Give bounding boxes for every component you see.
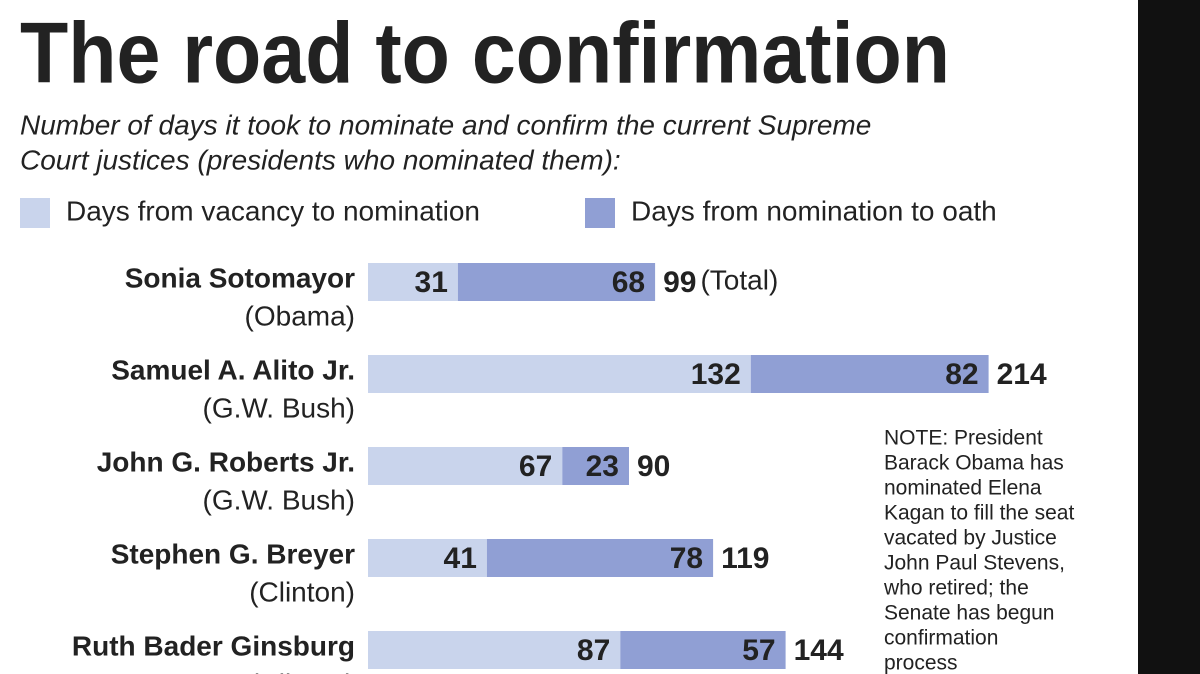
legend-label: Days from vacancy to nomination: [66, 195, 480, 226]
value-label: 87: [577, 634, 610, 667]
category-label: Stephen G. Breyer: [111, 538, 355, 569]
bar-segment: [368, 539, 487, 577]
bar-segment: [486, 539, 714, 577]
note-line: nominated Elena: [884, 477, 1042, 500]
subtitle: Number of days it took to nominate and c…: [20, 109, 871, 140]
note-line: Senate has begun: [884, 602, 1054, 625]
note-line: confirmation: [884, 627, 998, 650]
value-label: 57: [742, 634, 775, 667]
value-label: 67: [519, 450, 552, 483]
president-label: (Clinton): [249, 576, 355, 607]
note-line: vacated by Justice: [884, 527, 1057, 550]
note-line: NOTE: President: [884, 427, 1043, 450]
total-label: 214: [997, 358, 1047, 391]
bar-segment: [750, 355, 989, 393]
subtitle: Court justices (presidents who nominated…: [20, 144, 621, 175]
legend-label: Days from nomination to oath: [631, 195, 997, 226]
value-label: 23: [586, 450, 619, 483]
note-line: who retired; the: [883, 577, 1029, 600]
category-label: Sonia Sotomayor: [125, 262, 355, 293]
category-label: John G. Roberts Jr.: [97, 446, 355, 477]
total-label: 99: [663, 266, 696, 299]
value-label: 41: [444, 542, 477, 575]
president-label: (Obama): [245, 300, 355, 331]
category-label: Ruth Bader Ginsburg: [72, 630, 355, 661]
total-label: 144: [794, 634, 844, 667]
bar-segment: [562, 447, 629, 485]
note-line: John Paul Stevens,: [884, 552, 1065, 575]
total-caption: (Total): [700, 264, 778, 295]
chart-title: The road to confirmation: [20, 6, 950, 102]
president-label: (G.W. Bush): [203, 484, 355, 515]
category-label: Samuel A. Alito Jr.: [111, 354, 355, 385]
note-line: Kagan to fill the seat: [884, 502, 1074, 525]
legend-swatch: [20, 198, 50, 228]
value-label: 132: [691, 358, 741, 391]
note-line: process: [884, 652, 958, 674]
bar-segment: [620, 631, 786, 669]
value-label: 82: [945, 358, 978, 391]
bar-segment: [368, 263, 458, 301]
bar-segment: [457, 263, 656, 301]
value-label: 68: [612, 266, 645, 299]
bar-segment: [368, 631, 621, 669]
note-line: Barack Obama has: [884, 452, 1064, 475]
bar-segment: [368, 447, 563, 485]
total-label: 119: [721, 542, 769, 575]
president-label: (G.W. Bush): [203, 392, 355, 423]
total-label: 90: [637, 450, 670, 483]
edge-strip: [1138, 0, 1200, 674]
value-label: 31: [415, 266, 448, 299]
value-label: 78: [670, 542, 703, 575]
legend-swatch: [585, 198, 615, 228]
bar-segment: [368, 355, 751, 393]
president-label: (Clinton): [249, 668, 355, 674]
